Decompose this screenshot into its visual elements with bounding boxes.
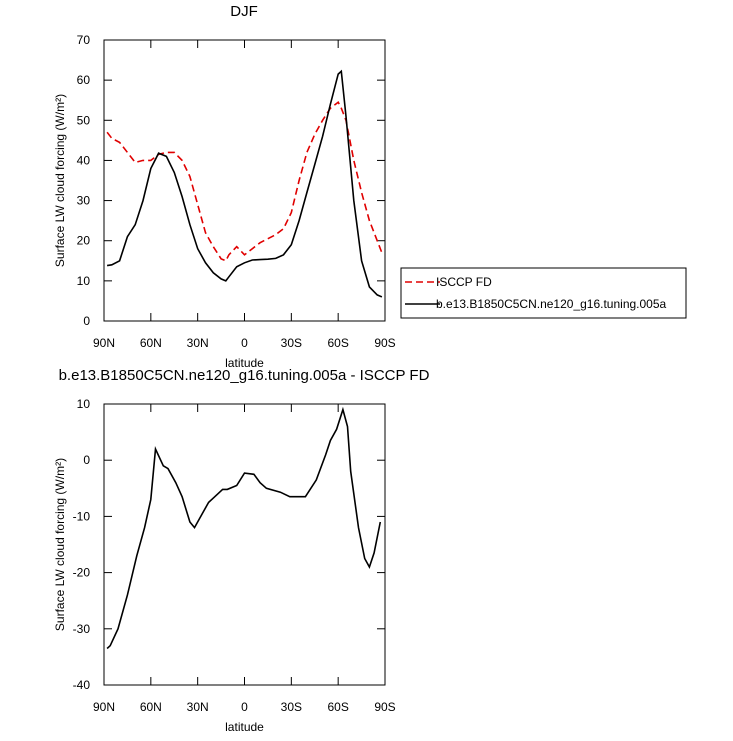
y-tick-label: -40	[73, 678, 91, 692]
legend-label: b.e13.B1850C5CN.ne120_g16.tuning.005a	[436, 297, 667, 311]
x-tick-label: 30S	[281, 336, 302, 350]
y-tick-label: 40	[77, 153, 91, 167]
y-tick-label: 60	[77, 73, 91, 87]
y-tick-label: 50	[77, 113, 91, 127]
x-tick-label: 90N	[93, 700, 115, 714]
x-axis-label: latitude	[225, 720, 264, 734]
data-line	[106, 100, 383, 262]
plot-frame	[103, 39, 386, 322]
y-axis-label: Surface LW cloud forcing (W/m²)	[53, 458, 67, 631]
y-tick-label: 70	[77, 33, 91, 47]
y-tick-label: -30	[73, 622, 91, 636]
y-tick-label: 10	[77, 397, 91, 411]
chart-title: DJF	[230, 3, 258, 20]
x-axis-label: latitude	[225, 356, 264, 370]
x-tick-label: 0	[241, 700, 248, 714]
x-tick-label: 90S	[374, 336, 395, 350]
chart-title: b.e13.B1850C5CN.ne120_g16.tuning.005a - …	[59, 367, 430, 384]
x-tick-label: 30S	[281, 700, 302, 714]
x-tick-label: 60S	[327, 336, 348, 350]
x-tick-label: 60N	[140, 336, 162, 350]
x-tick-label: 30N	[187, 336, 209, 350]
y-tick-label: 0	[83, 314, 90, 328]
y-tick-label: 10	[77, 274, 91, 288]
x-tick-label: 60S	[327, 700, 348, 714]
y-axis-label: Surface LW cloud forcing (W/m²)	[53, 94, 67, 267]
x-tick-label: 30N	[187, 700, 209, 714]
x-tick-label: 0	[241, 336, 248, 350]
x-tick-label: 60N	[140, 700, 162, 714]
y-tick-label: 20	[77, 234, 91, 248]
y-tick-label: -20	[73, 566, 91, 580]
data-line	[106, 406, 382, 650]
y-tick-label: -10	[73, 509, 91, 523]
plot-frame	[103, 403, 386, 686]
legend-label: ISCCP FD	[436, 275, 492, 289]
x-tick-label: 90N	[93, 336, 115, 350]
data-line	[106, 69, 383, 298]
y-tick-label: 0	[83, 453, 90, 467]
legend-box	[400, 267, 687, 319]
y-tick-label: 30	[77, 194, 91, 208]
x-tick-label: 90S	[374, 700, 395, 714]
